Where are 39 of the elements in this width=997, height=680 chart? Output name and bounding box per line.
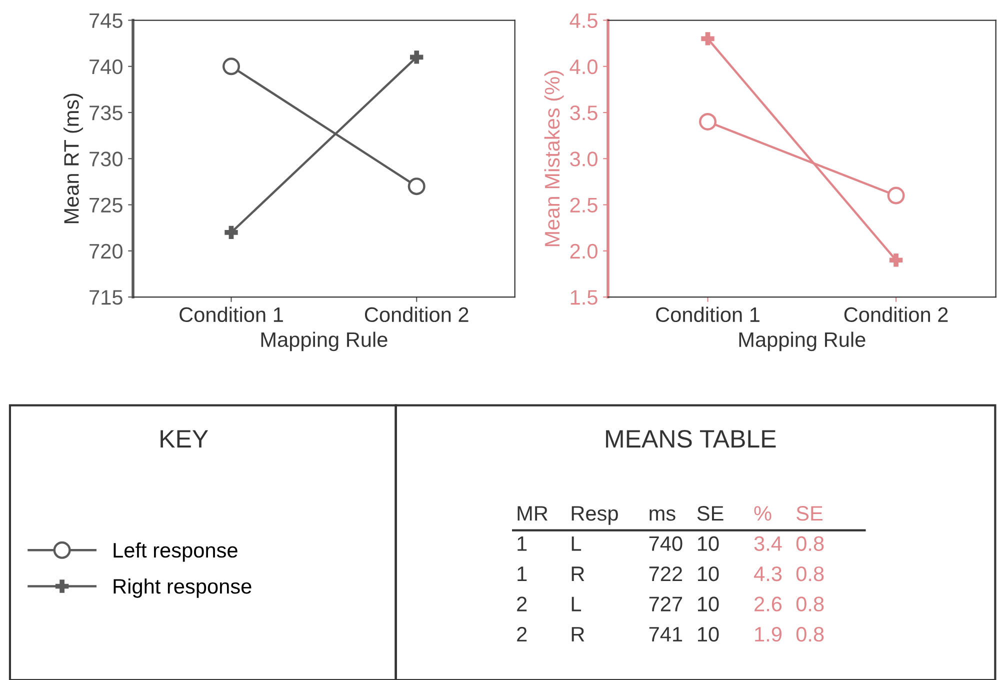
point <box>887 186 905 204</box>
y-tick-label: 3.0 <box>570 152 598 166</box>
x-tick-label: Condition 2 <box>844 306 948 322</box>
y-tick-label: 4.0 <box>570 59 598 74</box>
x-tick-label: Condition 2 <box>364 306 468 322</box>
y-tick-label: 740 <box>90 59 122 74</box>
y-tick-label: 745 <box>90 13 122 28</box>
point <box>889 254 903 267</box>
text: 2 L 727 10 2.6 0.8 <box>517 596 824 612</box>
legend-title: KEY <box>160 430 208 448</box>
legend-label: Left response <box>114 542 238 562</box>
y-tick-label: 4.5 <box>570 13 598 28</box>
point <box>410 50 424 64</box>
point <box>408 178 426 196</box>
legend-label: Right response <box>114 578 252 598</box>
y-tick-label: 730 <box>90 152 122 166</box>
y-tick-label: 715 <box>90 290 122 305</box>
text: 1 L 740 10 3.4 0.8 <box>518 536 824 551</box>
y-axis-title: Mean RT (ms) <box>64 94 83 224</box>
point <box>701 32 714 46</box>
x-tick-label: Condition 1 <box>180 306 283 322</box>
y-axis-title: Mean Mistakes (%) <box>544 70 564 246</box>
text: MR Resp ms SE % SE <box>518 506 822 525</box>
x-axis-title: Mapping Rule <box>261 332 388 352</box>
y-tick-label: 1.5 <box>570 290 598 305</box>
point <box>222 58 240 76</box>
text: MEANS TABLE <box>606 430 776 448</box>
y-tick-label: 2.0 <box>570 244 598 259</box>
point <box>224 226 238 240</box>
y-tick-label: 2.5 <box>570 198 598 213</box>
text: 1 R 722 10 4.3 0.8 <box>518 566 824 582</box>
y-tick-label: 720 <box>90 244 122 259</box>
y-tick-label: 725 <box>90 198 122 213</box>
x-axis-title: Mapping Rule <box>739 332 866 352</box>
text: 2 R 741 10 1.9 0.8 <box>517 626 824 642</box>
point <box>699 112 716 130</box>
y-tick-label: 735 <box>90 106 122 120</box>
y-tick-label: 3.5 <box>570 106 598 120</box>
x-tick-label: Condition 1 <box>656 306 760 322</box>
